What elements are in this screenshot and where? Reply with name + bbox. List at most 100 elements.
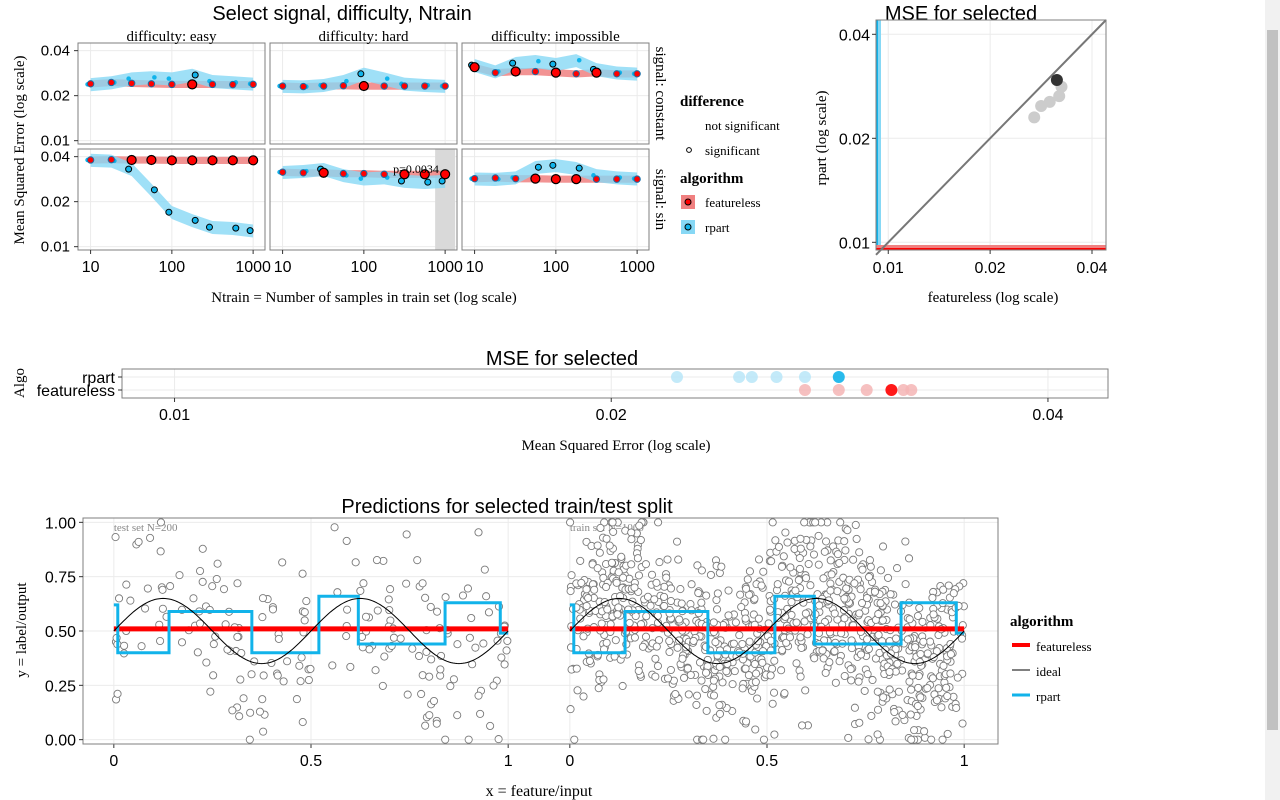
data-point <box>663 674 673 683</box>
data-point <box>198 544 207 553</box>
data-point <box>752 669 761 678</box>
data-point <box>373 606 382 615</box>
data-point <box>458 591 468 600</box>
data-point <box>827 570 836 579</box>
data-point <box>938 735 947 744</box>
data-point <box>953 673 962 682</box>
data-point <box>476 709 485 718</box>
point-featureless <box>278 82 287 90</box>
legend-not-significant: not significant <box>705 118 780 133</box>
data-point <box>292 695 301 704</box>
data-point <box>300 616 309 625</box>
data-point <box>425 711 434 720</box>
point-featureless <box>421 82 429 90</box>
legend-difference-title: difference <box>680 94 744 110</box>
page-scrollbar[interactable] <box>1265 0 1280 800</box>
data-point <box>796 544 805 553</box>
facet-2-2: p=0.0034 <box>269 148 458 251</box>
data-point <box>728 680 737 689</box>
data-point <box>202 658 211 667</box>
data-point <box>701 684 710 694</box>
data-point <box>258 695 267 704</box>
data-point <box>946 650 955 659</box>
data-point <box>709 691 719 700</box>
data-point <box>856 585 865 594</box>
data-point <box>489 681 498 690</box>
data-point <box>738 639 747 649</box>
data-point <box>603 605 612 614</box>
data-point <box>297 653 306 662</box>
point-featureless <box>531 67 540 76</box>
strip-point-rpart <box>733 371 746 383</box>
data-point <box>742 717 751 726</box>
data-point <box>206 687 215 696</box>
data-point <box>840 671 849 681</box>
data-point <box>957 634 966 643</box>
data-point <box>876 566 885 575</box>
panel3-ylabel: Algo <box>12 368 28 398</box>
data-point <box>801 609 810 618</box>
data-point <box>209 640 218 649</box>
data-point <box>840 614 849 623</box>
legend-significant-symbol <box>686 147 692 153</box>
panel4-ylabel: y = label/output <box>14 582 30 678</box>
data-point <box>582 585 591 594</box>
data-point <box>722 667 731 676</box>
data-point <box>599 573 608 582</box>
ytick-label: 0.50 <box>45 624 76 641</box>
point-rpart <box>575 164 583 172</box>
point-featureless <box>633 70 641 78</box>
data-point <box>212 574 221 584</box>
point-featureless <box>571 174 582 185</box>
data-point <box>773 580 782 589</box>
data-point <box>860 686 869 695</box>
point-featureless <box>380 82 388 90</box>
data-point <box>729 639 738 648</box>
panel3-title: MSE for selected <box>486 348 638 370</box>
data-point <box>713 605 722 614</box>
data-point <box>800 617 809 626</box>
point-featureless <box>229 80 237 89</box>
strip-point-rpart <box>670 371 683 383</box>
data-point <box>918 617 927 626</box>
data-point <box>811 518 820 527</box>
data-point <box>919 637 928 646</box>
data-point <box>944 581 953 590</box>
legend4-ideal: ideal <box>1036 664 1062 679</box>
data-point <box>863 670 872 679</box>
data-point <box>843 526 852 535</box>
data-point <box>680 673 689 682</box>
ytick-label: 0.01 <box>41 239 70 256</box>
data-point <box>787 597 796 607</box>
point-rpart <box>549 60 557 68</box>
data-point <box>907 735 916 744</box>
data-point <box>408 644 417 653</box>
data-point <box>804 559 813 569</box>
strip-point-featureless <box>798 384 811 396</box>
data-point <box>365 645 374 654</box>
data-point <box>228 706 237 715</box>
data-point <box>878 616 887 625</box>
data-point <box>754 637 763 646</box>
data-point <box>158 604 167 613</box>
data-point <box>346 662 355 671</box>
facet-label: test set N=200 <box>114 522 178 534</box>
data-point <box>627 528 636 537</box>
scrollbar-thumb[interactable] <box>1267 30 1278 730</box>
data-point <box>833 587 842 596</box>
ytick-label: 0.02 <box>41 194 70 211</box>
data-point <box>219 585 229 594</box>
xtick-label: 0 <box>109 753 118 770</box>
data-point <box>878 542 888 551</box>
data-point <box>597 619 606 628</box>
point-featureless <box>126 154 137 166</box>
point-featureless <box>633 175 641 183</box>
xtick-label: 10 <box>82 259 100 276</box>
data-point <box>134 537 143 546</box>
data-point <box>579 632 588 641</box>
point-featureless <box>318 167 329 178</box>
data-point <box>653 661 662 671</box>
data-point <box>849 555 858 564</box>
facet-1-2 <box>77 148 266 251</box>
data-point <box>934 684 943 693</box>
